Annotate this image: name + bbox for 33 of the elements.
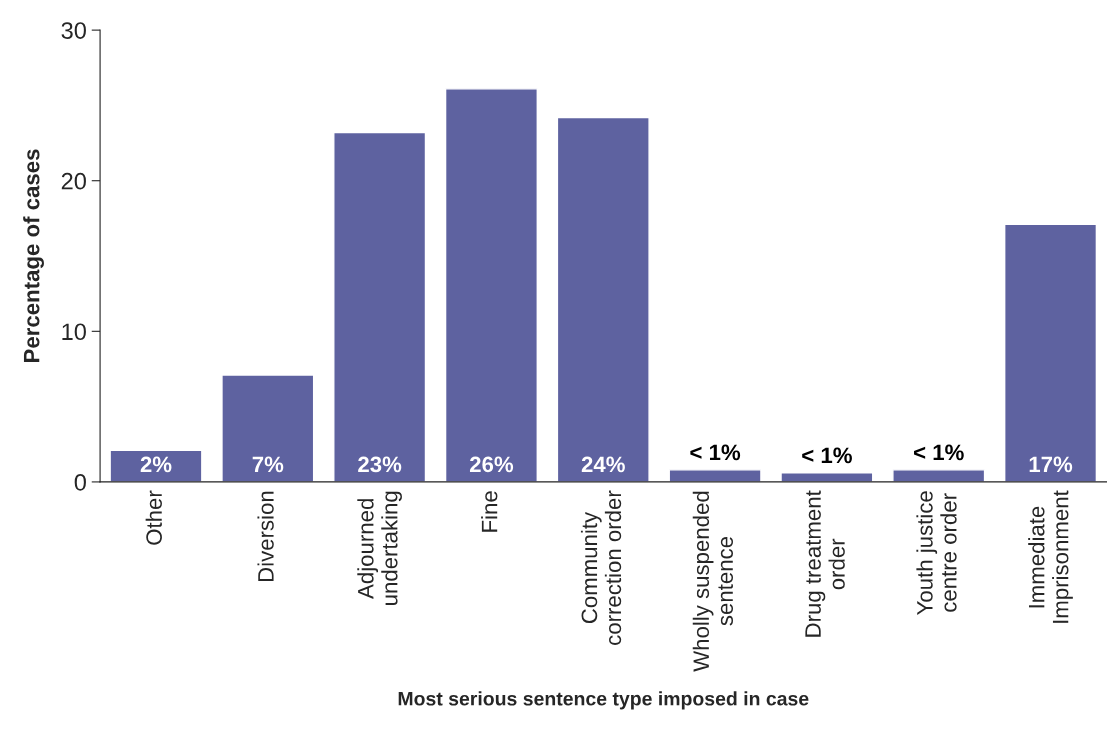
x-tick-label: Diversion xyxy=(257,491,274,582)
bar xyxy=(892,469,986,482)
y-tick-label: 10 xyxy=(62,323,86,341)
x-tick-label: Adjourned undertaking xyxy=(357,491,402,605)
data-label: 17% xyxy=(1029,456,1073,473)
bar xyxy=(221,374,315,482)
bar xyxy=(556,116,650,482)
x-tick-label: Fine xyxy=(481,491,498,532)
x-tick-label: Youth justice centre order xyxy=(916,491,957,615)
x-tick-label: Wholly suspended sentence xyxy=(692,491,734,672)
data-label: < 1% xyxy=(802,447,852,464)
data-label: 26% xyxy=(469,456,514,473)
x-tick-label: Drug treatment order xyxy=(805,490,845,637)
x-axis-title: Most serious sentence type imposed in case xyxy=(398,691,809,710)
y-tick-label: 30 xyxy=(61,22,86,39)
y-tick-label: 0 xyxy=(74,473,86,491)
y-tick-label: 20 xyxy=(61,172,86,190)
bar xyxy=(333,131,427,482)
data-label: < 1% xyxy=(914,444,964,461)
data-label: 2% xyxy=(140,456,172,473)
x-tick-label: Community correction order xyxy=(580,490,622,645)
data-label: < 1% xyxy=(690,444,741,461)
bar xyxy=(109,449,203,482)
x-tick-label: Immediate Imprisonment xyxy=(1028,490,1073,623)
bar xyxy=(668,469,762,482)
bar xyxy=(444,88,538,482)
data-label: 7% xyxy=(252,456,284,473)
bar xyxy=(1003,223,1098,482)
data-label: 24% xyxy=(581,456,625,473)
x-tick-label: Other xyxy=(145,490,162,545)
data-label: 23% xyxy=(358,456,402,473)
y-axis-title: Percentage of cases xyxy=(23,149,44,362)
bar xyxy=(780,472,874,482)
